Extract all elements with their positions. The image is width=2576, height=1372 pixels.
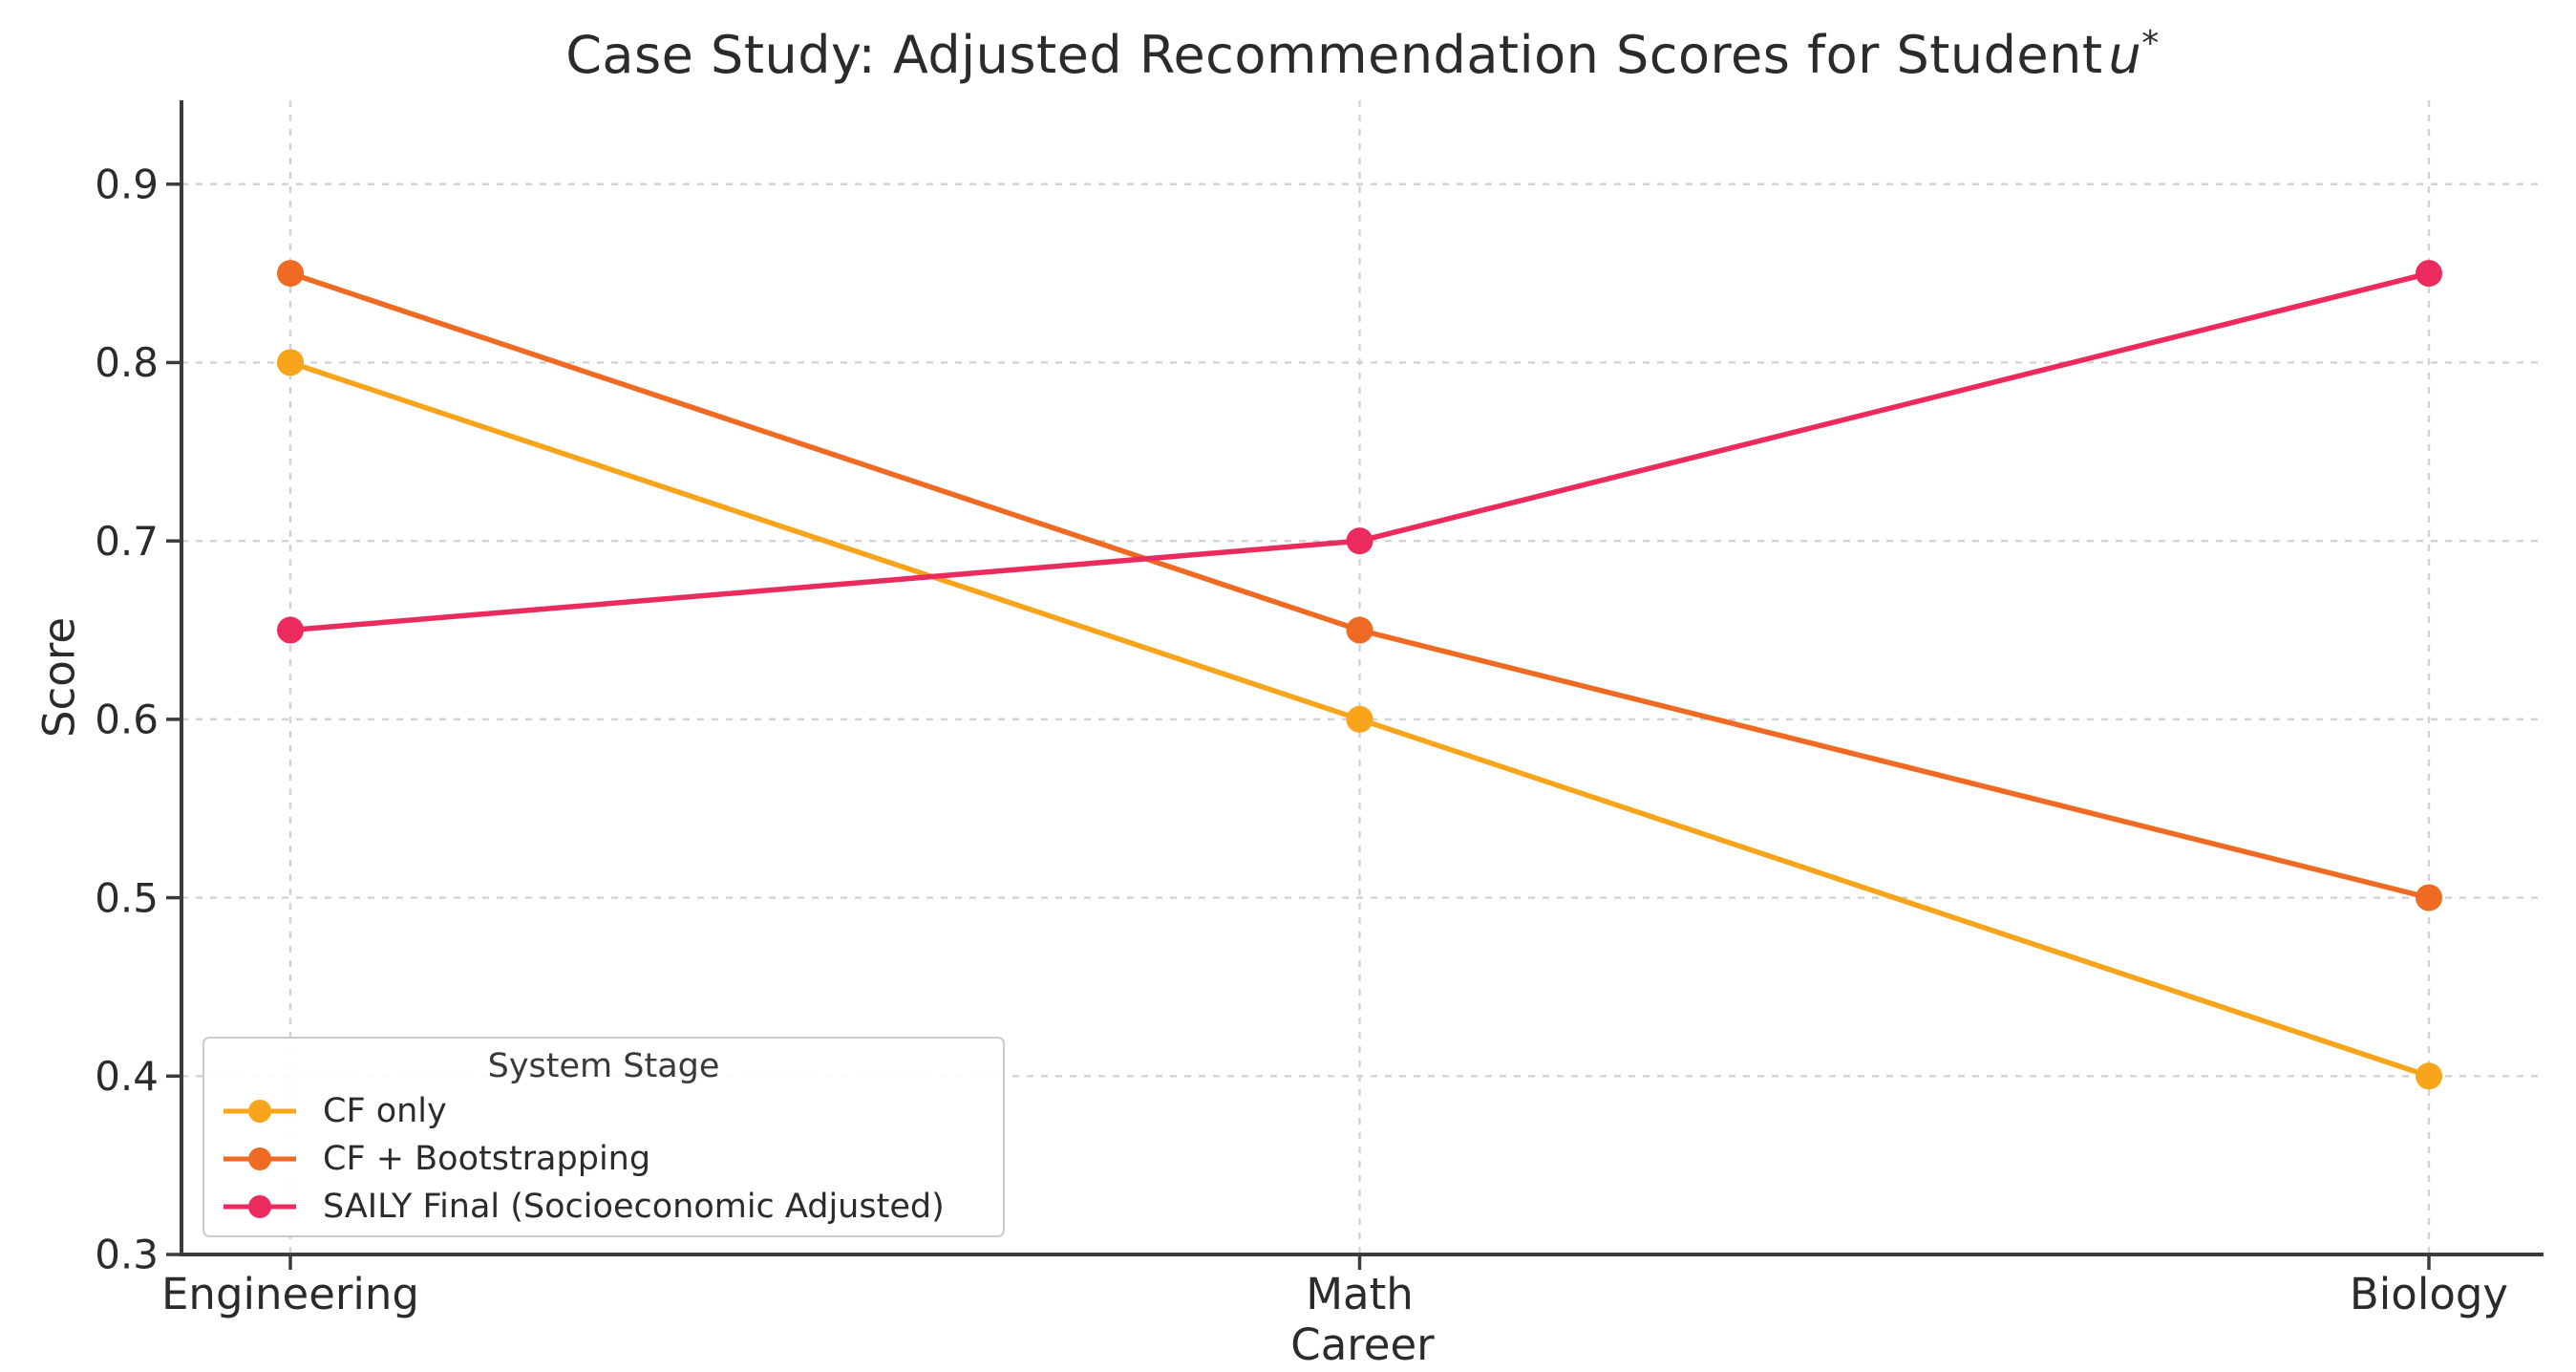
x-tick-label: Engineering xyxy=(161,1269,419,1319)
y-tick-label: 0.6 xyxy=(95,697,159,743)
x-tick-label: Biology xyxy=(2350,1269,2508,1319)
legend-label-saily-final: SAILY Final (Socioeconomic Adjusted) xyxy=(323,1188,945,1226)
data-point xyxy=(277,349,304,376)
data-point xyxy=(2416,260,2442,288)
data-point xyxy=(1346,527,1373,555)
y-tick-label: 0.3 xyxy=(95,1232,159,1278)
chart-title: Case Study: Adjusted Recommendation Scor… xyxy=(181,25,2544,85)
chart-title-superscript: * xyxy=(2141,24,2160,63)
legend-marker-cf-bootstrapping xyxy=(224,1147,296,1170)
legend-marker-cf-only xyxy=(224,1100,296,1123)
data-point xyxy=(1346,616,1373,644)
data-point xyxy=(277,260,304,288)
legend-label-cf-only: CF only xyxy=(323,1092,447,1130)
data-point xyxy=(277,616,304,644)
data-point xyxy=(1346,705,1373,733)
y-tick-label: 0.5 xyxy=(95,874,159,921)
x-axis-label: Career xyxy=(1290,1319,1435,1370)
legend: System Stage CF only CF + Bootstrapping … xyxy=(202,1037,1005,1237)
legend-item-saily-final: SAILY Final (Socioeconomic Adjusted) xyxy=(204,1183,1003,1231)
chart-title-math-variable: u xyxy=(2108,25,2142,85)
legend-marker-saily-final xyxy=(224,1195,296,1218)
y-axis-label: Score xyxy=(33,616,85,739)
legend-item-cf-only: CF only xyxy=(204,1087,1003,1135)
data-point xyxy=(2416,884,2442,911)
legend-title: System Stage xyxy=(487,1047,720,1085)
legend-item-cf-bootstrapping: CF + Bootstrapping xyxy=(204,1135,1003,1183)
x-tick-label: Math xyxy=(1306,1269,1414,1319)
data-point xyxy=(2416,1062,2442,1090)
chart-title-text: Case Study: Adjusted Recommendation Scor… xyxy=(565,25,2103,85)
y-tick-label: 0.9 xyxy=(95,161,159,207)
legend-label-cf-bootstrapping: CF + Bootstrapping xyxy=(323,1140,651,1178)
y-tick-label: 0.4 xyxy=(95,1053,159,1100)
y-tick-label: 0.7 xyxy=(95,518,159,565)
y-tick-label: 0.8 xyxy=(95,339,159,386)
